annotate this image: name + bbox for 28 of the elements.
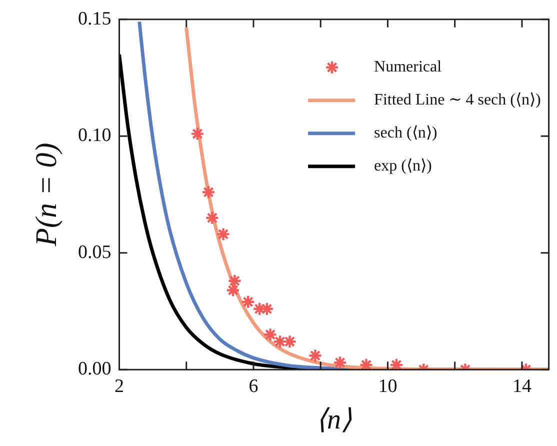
point (205, 210, 220, 225)
legend-label: Fitted Line ∼ 4 sech (⟨n⟩) (374, 92, 541, 109)
point (226, 283, 240, 298)
y-tick-label: 0.00 (78, 358, 112, 380)
x-tick-label: 14 (512, 376, 532, 397)
x-tick-label: 6 (248, 376, 258, 397)
legend-label: exp (⟨n⟩) (374, 158, 432, 175)
y-axis-title: P(n = 0) (30, 142, 63, 248)
point (282, 334, 297, 349)
point (389, 358, 404, 370)
point (332, 355, 348, 370)
y-tick-label: 0.05 (78, 242, 112, 263)
point (216, 227, 230, 242)
point (359, 358, 374, 370)
point (308, 348, 322, 363)
legend-label: sech (⟨n⟩) (374, 124, 438, 142)
point (228, 274, 242, 288)
y-tick-label: 0.10 (78, 125, 112, 146)
point (263, 327, 278, 342)
legend-label: Numerical (374, 58, 442, 76)
point (241, 294, 256, 309)
x-axis-title: ⟨n⟩ (316, 404, 352, 436)
x-tick-label: 10 (378, 376, 398, 397)
point (190, 126, 205, 141)
point (272, 334, 288, 349)
x-tick-label: 2 (114, 376, 124, 397)
y-tick-label: 0.15 (78, 8, 112, 30)
point (201, 185, 216, 200)
